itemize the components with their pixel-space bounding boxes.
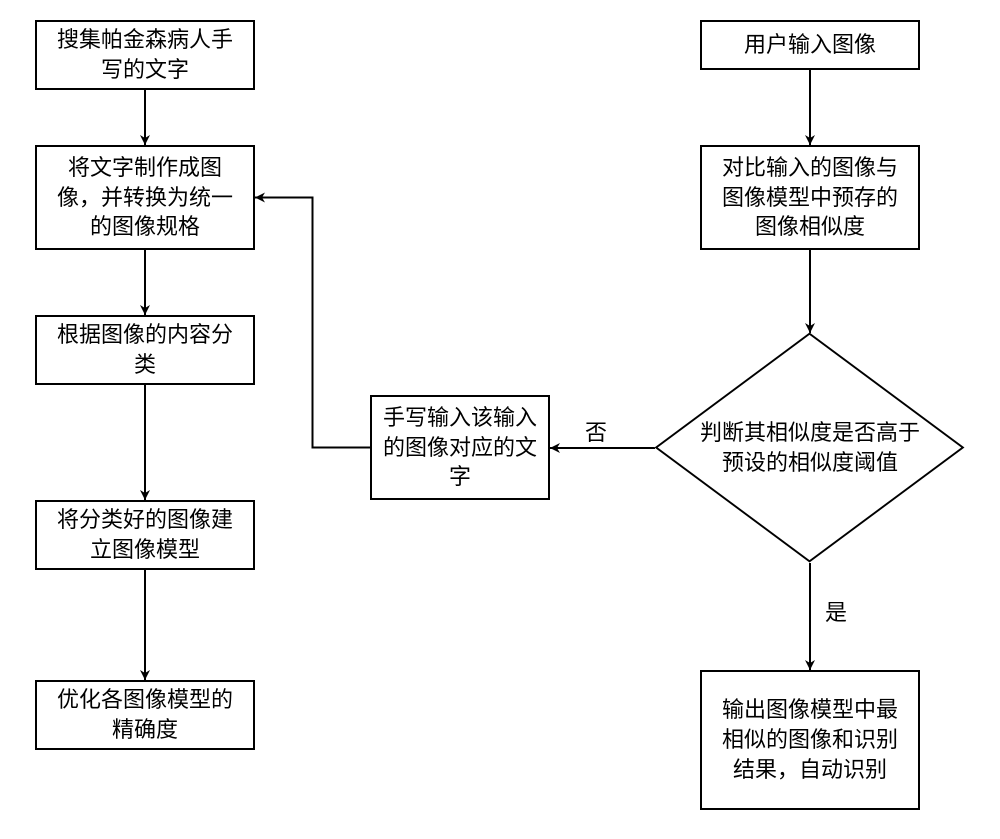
- node-label: 将分类好的图像建立图像模型: [47, 505, 243, 564]
- diamond-shape: [655, 333, 965, 563]
- node-m1: 手写输入该输入的图像对应的文字: [370, 395, 550, 500]
- node-r2: 对比输入的图像与图像模型中预存的图像相似度: [700, 145, 920, 250]
- node-label: 搜集帕金森病人手写的文字: [47, 25, 243, 84]
- node-label: 将文字制作成图像，并转换为统一的图像规格: [47, 153, 243, 242]
- node-l4: 将分类好的图像建立图像模型: [35, 500, 255, 570]
- node-l2: 将文字制作成图像，并转换为统一的图像规格: [35, 145, 255, 250]
- node-r3: 判断其相似度是否高于预设的相似度阈值: [655, 333, 965, 563]
- edge-label: 是: [825, 595, 847, 627]
- node-label: 优化各图像模型的精确度: [47, 685, 243, 744]
- node-label: 用户输入图像: [744, 30, 876, 60]
- node-l1: 搜集帕金森病人手写的文字: [35, 20, 255, 90]
- node-label: 对比输入的图像与图像模型中预存的图像相似度: [712, 153, 908, 242]
- node-r1: 用户输入图像: [700, 20, 920, 70]
- node-label: 输出图像模型中最相似的图像和识别结果，自动识别: [712, 695, 908, 784]
- node-l3: 根据图像的内容分类: [35, 315, 255, 385]
- edge-label: 否: [585, 415, 607, 447]
- node-label: 手写输入该输入的图像对应的文字: [382, 403, 538, 492]
- node-l5: 优化各图像模型的精确度: [35, 680, 255, 750]
- node-label: 根据图像的内容分类: [47, 320, 243, 379]
- node-r4: 输出图像模型中最相似的图像和识别结果，自动识别: [700, 670, 920, 810]
- edge: [255, 198, 370, 448]
- flowchart-canvas: 搜集帕金森病人手写的文字将文字制作成图像，并转换为统一的图像规格根据图像的内容分…: [0, 0, 1000, 839]
